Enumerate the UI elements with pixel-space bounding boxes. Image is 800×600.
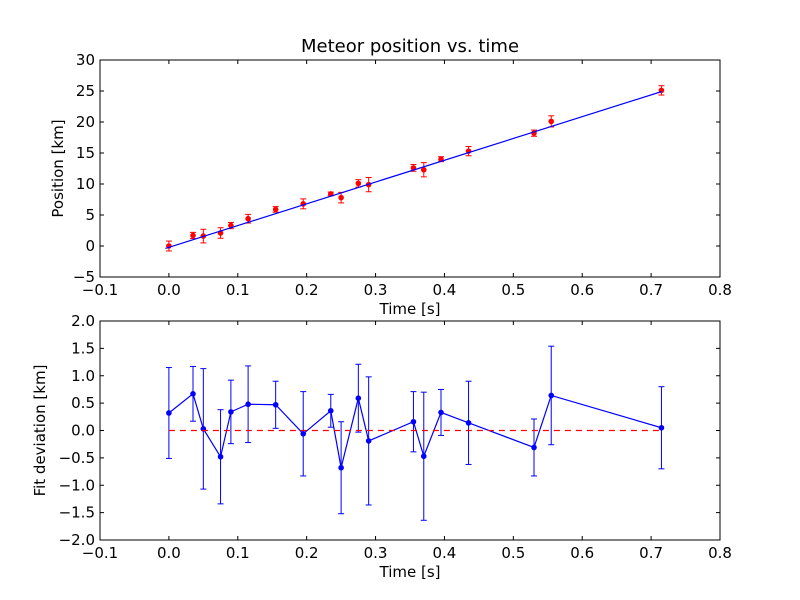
deviation-xtick-label: 0.1 — [226, 544, 250, 562]
deviation-xtick-label: 0.5 — [501, 544, 525, 562]
position-xtick-label: 0.3 — [364, 281, 388, 299]
position-ytick-label: 30 — [76, 51, 95, 69]
data-point — [338, 464, 344, 471]
deviation-xtick-label: 0.0 — [157, 544, 181, 562]
data-point — [355, 395, 362, 401]
deviation-ytick-label: −1.5 — [59, 504, 95, 522]
deviation-ytick-label: 1.0 — [71, 367, 95, 385]
deviation-ytick-label: 0.0 — [71, 422, 95, 440]
position-ytick-label: 5 — [85, 206, 95, 224]
deviation-ytick-label: 0.5 — [71, 394, 95, 412]
data-point — [190, 391, 196, 397]
position-plot-ylabel: Position [km] — [49, 119, 67, 217]
data-point — [338, 194, 344, 201]
data-point — [272, 401, 279, 408]
position-ytick-label: 15 — [76, 144, 95, 162]
deviation-plot-ticks: −0.1 0.0 0.1 0.2 0.3 0.4 0.5 0.6 0.7 0.8 −2.0 −1.5 −… — [59, 312, 732, 562]
deviation-ytick-label: 2.0 — [71, 312, 95, 330]
position-xtick-label: 0.4 — [433, 281, 457, 299]
deviation-xtick-label: 0.4 — [433, 544, 457, 562]
data-point — [410, 418, 417, 425]
data-point — [465, 420, 472, 426]
position-plot-ticks: −0.1 0.0 0.1 0.2 0.3 0.4 0.5 0.6 0.7 0.8 −5 0 5 10 15 2… — [73, 51, 732, 299]
data-point — [228, 409, 234, 415]
deviation-xtick-label: 0.3 — [364, 544, 388, 562]
position-xtick-label: 0.5 — [501, 281, 525, 299]
deviation-plot-xlabel: Time [s] — [379, 563, 441, 581]
data-point — [245, 215, 251, 222]
data-point — [548, 118, 555, 125]
data-point — [420, 166, 427, 173]
data-point — [658, 424, 665, 431]
data-point — [217, 453, 224, 460]
deviation-xtick-label: 0.2 — [295, 544, 319, 562]
position-xtick-label: −0.1 — [82, 281, 118, 299]
deviation-xtick-label: 0.6 — [570, 544, 594, 562]
data-point — [420, 453, 427, 460]
data-point — [548, 392, 555, 399]
position-plot: −0.1 0.0 0.1 0.2 0.3 0.4 0.5 0.6 0.7 0.8 −5 0 5 10 15 2… — [49, 36, 732, 318]
data-point — [365, 438, 372, 444]
data-point — [327, 407, 334, 414]
data-point — [438, 409, 444, 416]
deviation-ytick-label: −1.0 — [59, 476, 95, 494]
position-xtick-label: 0.8 — [708, 281, 732, 299]
deviation-ytick-label: 1.5 — [71, 339, 95, 357]
position-ytick-label: 25 — [76, 82, 95, 100]
deviation-plot: −0.1 0.0 0.1 0.2 0.3 0.4 0.5 0.6 0.7 0.8 −2.0 −1.5 −… — [31, 312, 732, 581]
deviation-plot-ylabel: Fit deviation [km] — [31, 365, 49, 497]
position-ytick-label: 20 — [76, 113, 95, 131]
data-point — [531, 444, 537, 451]
data-point — [190, 232, 196, 239]
position-xtick-label: 0.6 — [570, 281, 594, 299]
data-point — [272, 206, 279, 213]
position-xtick-label: 0.7 — [639, 281, 663, 299]
position-plot-series — [165, 85, 665, 252]
position-ytick-label: 10 — [76, 175, 95, 193]
position-xtick-label: 0.2 — [295, 281, 319, 299]
data-point — [166, 410, 172, 416]
position-ytick-label: −5 — [73, 268, 95, 286]
position-xtick-label: 0.1 — [226, 281, 250, 299]
chart-title: Meteor position vs. time — [301, 36, 519, 57]
deviation-ytick-label: −0.5 — [59, 449, 95, 467]
position-plot-xlabel: Time [s] — [379, 300, 441, 318]
deviation-plot-series — [165, 345, 665, 521]
position-ytick-label: 0 — [85, 237, 95, 255]
data-point — [300, 430, 307, 437]
fit-line — [165, 91, 662, 250]
data-point — [245, 401, 251, 408]
deviation-xtick-label: 0.8 — [708, 544, 732, 562]
deviation-xtick-label: 0.7 — [639, 544, 663, 562]
data-point — [355, 180, 362, 187]
position-plot-frame — [99, 59, 721, 278]
deviation-xtick-label: −0.1 — [82, 544, 118, 562]
deviation-ytick-label: −2.0 — [59, 531, 95, 549]
position-xtick-label: 0.0 — [157, 281, 181, 299]
